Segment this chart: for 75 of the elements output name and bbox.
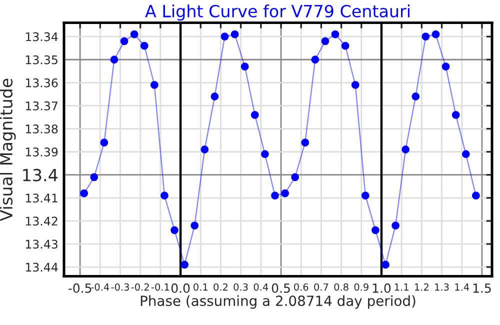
point [452,110,460,119]
y-tick-label: 13.35 [26,55,58,64]
y-tick-label: 13.34 [26,32,58,42]
y-tick-label: 13.39 [26,148,58,156]
point [351,81,360,89]
point [432,30,440,38]
x-tick-label: 0.3 [234,283,248,291]
x-axis-title: Phase (assuming a 2.08714 day period) [140,295,416,309]
point [382,260,390,269]
point [120,37,128,46]
x-tick-label: -0.2 [131,283,149,291]
x-tick-label: 0.5 [272,283,290,293]
point [321,37,330,46]
point [291,173,300,182]
point [392,222,400,230]
point [372,226,380,234]
point [160,192,168,200]
y-tick-label: 13.38 [26,124,58,134]
point [402,146,410,154]
x-tick-label: 0.1 [194,283,208,291]
point [260,150,269,158]
y-tick-label: 13.44 [26,262,58,272]
point [271,192,279,200]
point [331,30,340,38]
point [412,92,420,100]
y-tick-label: 13.43 [26,240,58,249]
point [422,32,430,41]
point [80,189,88,198]
x-tick-label: 0.0 [171,283,190,293]
y-tick-label: 13.41 [26,194,58,203]
point [210,92,219,100]
x-tick-label: 0.4 [254,283,268,291]
x-tick-label: 0.7 [314,283,328,291]
y-tick-label: 13.42 [26,216,58,226]
point [110,56,118,64]
x-tick-label: 0.2 [214,283,228,291]
point [90,173,98,182]
point [240,62,249,70]
point [281,189,289,198]
x-tick-label: -0.5 [68,283,92,293]
x-tick-label: -0.4 [91,283,110,291]
point [472,192,480,200]
point [361,192,370,200]
point [200,146,209,154]
point [170,226,178,234]
point [462,150,470,158]
x-tick-label: 1.0 [372,283,391,293]
x-tick-label: 0.9 [354,283,368,291]
x-tick-label: 1.3 [435,283,449,291]
x-tick-label: -0.1 [151,283,170,291]
point [230,30,239,38]
y-tick-label: 13.4 [23,168,58,182]
x-tick-label: -0.3 [111,283,129,291]
point [150,81,158,89]
x-tick-label: 0.6 [294,283,308,291]
point [180,260,189,269]
point [100,138,108,147]
y-tick-label: 13.37 [26,101,58,110]
point [341,42,350,50]
point [442,62,450,70]
x-tick-label: 0.8 [334,283,348,291]
point [250,110,259,119]
x-tick-label: 1.2 [415,283,428,291]
y-axis-title: Visual Magnitude [0,78,16,222]
point [190,222,199,230]
x-tick-label: 1.1 [394,283,408,291]
chart-title: A Light Curve for V779 Centauri [145,4,410,21]
point [220,32,229,41]
point [311,56,320,64]
point [301,138,310,147]
point [140,42,148,50]
x-tick-label: 1.5 [473,284,491,293]
x-tick-label: 1.4 [455,283,470,291]
y-tick-label: 13.36 [26,78,58,88]
point [130,30,138,38]
